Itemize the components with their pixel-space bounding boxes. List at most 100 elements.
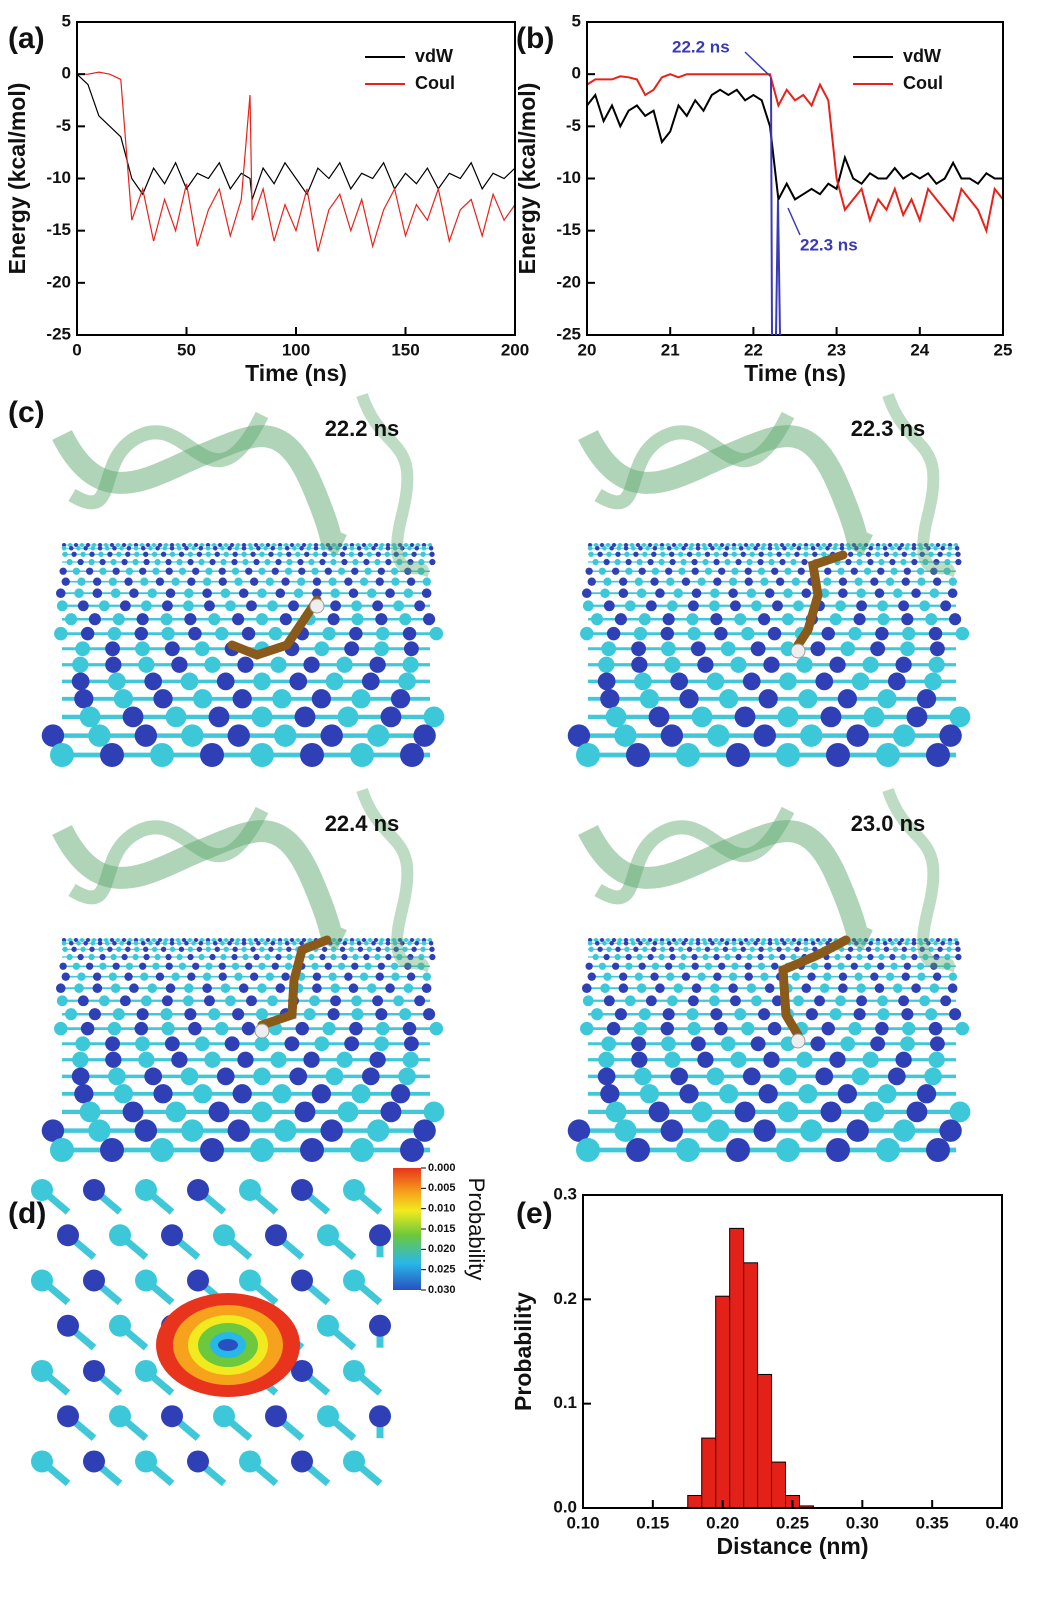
map-atom bbox=[213, 1224, 235, 1246]
lattice-atom bbox=[580, 627, 593, 640]
lattice-atom bbox=[411, 947, 416, 952]
lattice-atom bbox=[99, 559, 105, 565]
lattice-atom bbox=[768, 1022, 781, 1035]
lattice-atom bbox=[619, 588, 629, 598]
lattice-atom bbox=[642, 938, 646, 942]
lattice-atom bbox=[779, 673, 797, 691]
lattice-atom bbox=[208, 613, 220, 625]
lattice-atom bbox=[864, 568, 871, 575]
lattice-atom bbox=[856, 588, 866, 598]
lattice-atom bbox=[583, 600, 594, 611]
map-atom bbox=[265, 1224, 287, 1246]
lattice-atom bbox=[246, 995, 257, 1006]
lattice-atom bbox=[661, 1036, 676, 1051]
snapshot-label: 22.4 ns bbox=[325, 811, 400, 836]
lattice-atom bbox=[179, 963, 186, 970]
lattice-atom bbox=[93, 972, 101, 980]
lattice-atom bbox=[54, 1022, 67, 1035]
lattice-atom bbox=[678, 938, 682, 942]
lattice-atom bbox=[213, 941, 218, 946]
lattice-atom bbox=[592, 559, 598, 565]
lattice-atom bbox=[688, 600, 699, 611]
lattice-atom bbox=[606, 947, 611, 952]
lattice-atom bbox=[110, 954, 116, 960]
lattice-atom bbox=[902, 972, 910, 980]
lattice-atom bbox=[341, 954, 347, 960]
lattice-atom bbox=[730, 600, 741, 611]
lattice-atom bbox=[138, 657, 154, 673]
lattice-atom bbox=[414, 941, 419, 946]
x-tick-label: 150 bbox=[391, 340, 419, 359]
lattice-atom bbox=[121, 954, 127, 960]
lattice-atom bbox=[260, 543, 264, 547]
lattice-atom bbox=[253, 954, 259, 960]
lattice-atom bbox=[837, 963, 844, 970]
lattice-atom bbox=[763, 1052, 779, 1068]
lattice-atom bbox=[745, 972, 753, 980]
lattice-atom bbox=[171, 972, 179, 980]
lattice-atom bbox=[854, 972, 862, 980]
lattice-atom bbox=[309, 995, 320, 1006]
lattice-atom bbox=[351, 689, 370, 708]
lattice-atom bbox=[650, 972, 658, 980]
lattice-atom bbox=[319, 954, 325, 960]
lattice-atom bbox=[747, 983, 757, 993]
lattice-atom bbox=[775, 546, 780, 551]
lattice-atom bbox=[187, 972, 195, 980]
lattice-atom bbox=[108, 673, 126, 691]
lattice-atom bbox=[246, 600, 257, 611]
lattice-atom bbox=[646, 600, 657, 611]
lattice-atom bbox=[400, 743, 424, 767]
lattice-atom bbox=[710, 983, 720, 993]
lattice-atom bbox=[155, 546, 160, 551]
lattice-atom bbox=[141, 546, 146, 551]
lattice-atom bbox=[796, 1052, 812, 1068]
lattice-atom bbox=[893, 588, 903, 598]
lattice-atom bbox=[296, 938, 300, 942]
lattice-atom bbox=[667, 600, 678, 611]
lattice-atom bbox=[877, 689, 896, 708]
lattice-atom bbox=[303, 657, 319, 673]
lattice-atom bbox=[598, 1052, 614, 1068]
lattice-atom bbox=[179, 947, 184, 952]
lattice-atom bbox=[170, 552, 175, 557]
lattice-atom bbox=[848, 552, 853, 557]
lattice-atom bbox=[633, 552, 638, 557]
lattice-atom bbox=[674, 546, 679, 551]
lattice-atom bbox=[132, 559, 138, 565]
lattice-atom bbox=[875, 983, 885, 993]
lattice-atom bbox=[219, 972, 227, 980]
lattice-atom bbox=[386, 941, 391, 946]
lattice-atom bbox=[179, 552, 184, 557]
lattice-atom bbox=[651, 947, 656, 952]
lattice-atom bbox=[314, 546, 319, 551]
lattice-atom bbox=[350, 743, 374, 767]
lattice-atom bbox=[225, 995, 236, 1006]
lattice-atom bbox=[59, 963, 66, 970]
lattice-atom bbox=[911, 954, 917, 960]
lattice-atom bbox=[66, 954, 72, 960]
lattice-atom bbox=[591, 613, 603, 625]
map-atom bbox=[239, 1269, 261, 1291]
lattice-atom bbox=[950, 706, 971, 727]
lattice-atom bbox=[98, 941, 103, 946]
lattice-atom bbox=[603, 577, 611, 585]
lattice-atom bbox=[948, 588, 958, 598]
lattice-atom bbox=[782, 546, 787, 551]
lattice-atom bbox=[250, 1138, 274, 1162]
lattice-atom bbox=[113, 963, 120, 970]
lattice-atom bbox=[285, 546, 290, 551]
lattice-atom bbox=[411, 552, 416, 557]
lattice-atom bbox=[224, 947, 229, 952]
lattice-atom bbox=[839, 972, 847, 980]
lattice-atom bbox=[714, 1022, 727, 1035]
lattice-atom bbox=[607, 627, 620, 640]
lattice-atom bbox=[340, 552, 345, 557]
lattice-atom bbox=[233, 1084, 252, 1103]
lattice-atom bbox=[312, 689, 331, 708]
lattice-atom bbox=[804, 546, 809, 551]
lattice-atom bbox=[351, 995, 362, 1006]
lattice-atom bbox=[949, 577, 957, 585]
lattice-atom bbox=[414, 600, 425, 611]
lattice-atom bbox=[870, 972, 878, 980]
